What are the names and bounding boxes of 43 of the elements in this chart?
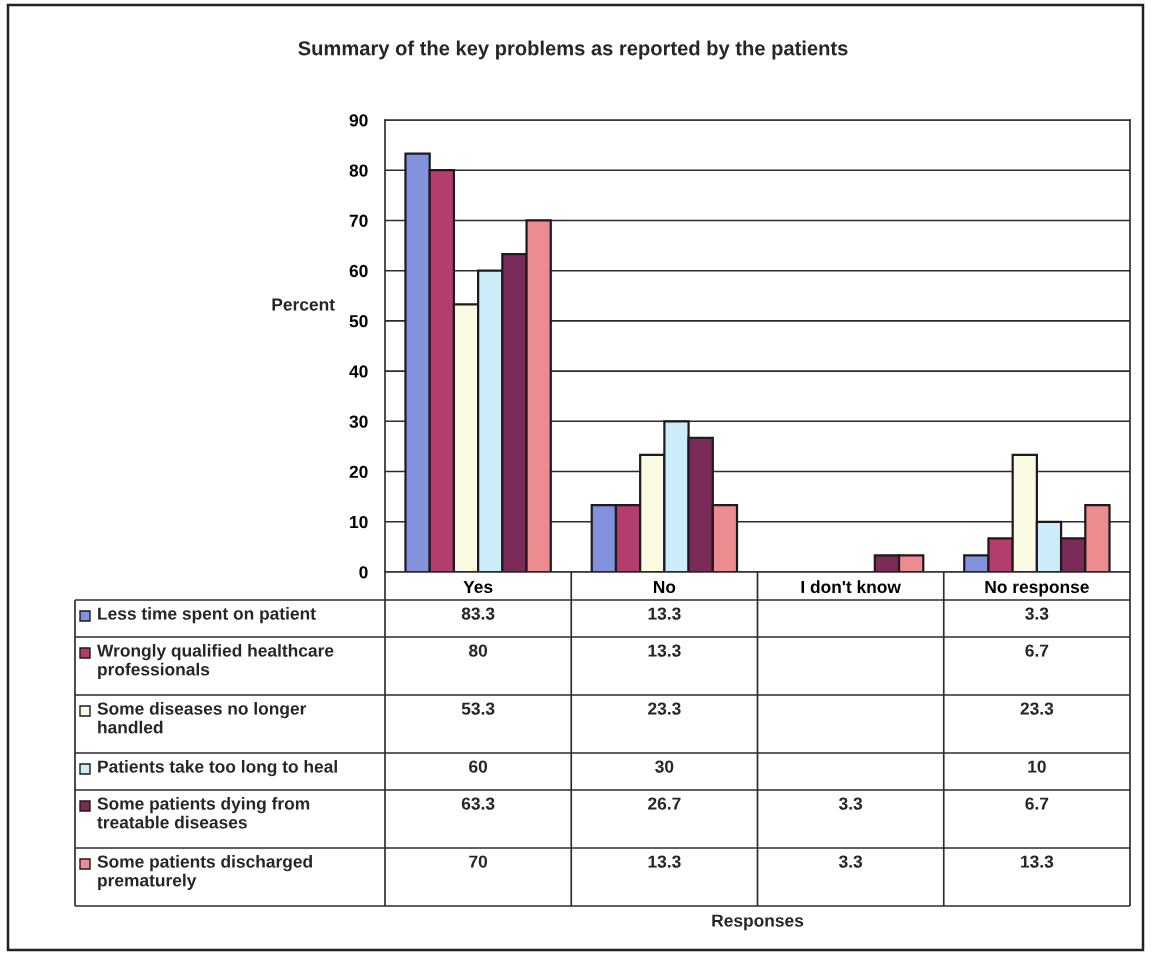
data-label: 13.3	[648, 607, 681, 620]
data-label: 3.3	[838, 855, 863, 868]
legend-label: Some patients dying from treatable diseases	[97, 797, 310, 829]
data-label: 80	[469, 644, 488, 657]
x-tick-label: No response	[985, 580, 1089, 597]
legend-label: Wrongly qualified healthcare professionals	[97, 644, 334, 679]
data-label: 53.3	[461, 702, 495, 715]
data-label: 6.7	[1025, 644, 1049, 657]
x-tick-label: No	[653, 580, 676, 594]
y-tick-label: 90	[349, 114, 368, 127]
data-label: 26.7	[648, 797, 681, 810]
data-label: 3.3	[838, 797, 863, 810]
data-label: 6.7	[1025, 797, 1049, 810]
legend-label: Patients take too long to heal	[98, 760, 337, 777]
data-label: 13.3	[648, 855, 681, 868]
data-label: 10	[1028, 760, 1046, 773]
y-tick-label: 0	[359, 566, 368, 579]
data-label: 70	[469, 855, 488, 868]
chart-title: Summary of the key problems as reported by the patients	[298, 40, 848, 60]
data-label: 23.3	[648, 702, 681, 715]
y-axis-title: Percent	[272, 298, 335, 311]
data-label: 23.3	[1020, 702, 1054, 715]
data-label: 83.3	[461, 607, 495, 620]
data-label: 60	[469, 760, 488, 773]
data-label: 3.3	[1025, 607, 1049, 620]
y-tick-label: 20	[349, 465, 368, 479]
y-tick-label: 30	[349, 415, 368, 428]
data-label: 63.3	[461, 797, 495, 810]
y-tick-label: 60	[349, 264, 368, 278]
legend-label: Some patients discharged prematurely	[97, 855, 312, 890]
x-tick-label: I don't know	[801, 580, 901, 594]
x-tick-label: Yes	[463, 580, 493, 594]
y-tick-label: 70	[349, 214, 368, 227]
data-label: 30	[655, 760, 674, 773]
legend-label: Some diseases no longer handled	[97, 702, 307, 734]
y-tick-label: 50	[349, 315, 368, 328]
data-label: 13.3	[1021, 855, 1054, 868]
y-tick-label: 80	[349, 164, 368, 177]
legend-label: Less time spent on patient	[98, 607, 316, 624]
y-tick-label: 40	[349, 365, 368, 378]
y-tick-label: 10	[350, 515, 368, 529]
text: Responses	[712, 914, 804, 931]
data-label: 13.3	[648, 644, 681, 657]
